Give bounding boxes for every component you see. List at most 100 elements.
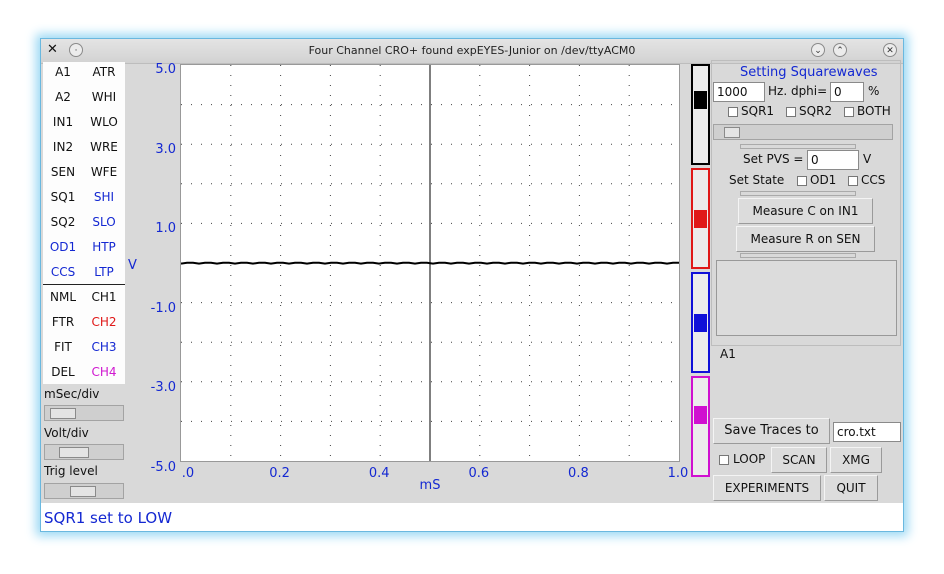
right-panel-frame xyxy=(711,60,901,346)
maximize-icon[interactable]: ⌃ xyxy=(833,43,847,57)
grid-divider xyxy=(43,284,125,285)
ch2-selector[interactable] xyxy=(691,168,710,269)
left-button-ftr[interactable]: FTR xyxy=(51,315,75,329)
x-tick-label: 0.6 xyxy=(468,466,490,481)
oscilloscope-plot[interactable] xyxy=(180,64,680,462)
result-text-area[interactable] xyxy=(716,260,897,336)
left-button-atr[interactable]: ATR xyxy=(92,65,116,79)
loop-label: LOOP xyxy=(733,452,766,466)
left-button-ltp[interactable]: LTP xyxy=(94,265,114,279)
left-button-nml[interactable]: NML xyxy=(49,290,76,304)
ch1-trace xyxy=(181,261,679,265)
volt-label: Volt/div xyxy=(44,426,89,440)
window-title: Four Channel CRO+ found expEYES-Junior o… xyxy=(308,44,636,57)
y-tick-label: -3.0 xyxy=(150,380,176,395)
both-checkbox[interactable] xyxy=(844,107,854,117)
ch1-selector[interactable] xyxy=(691,64,710,165)
squarewave-heading: Setting Squarewaves xyxy=(740,65,878,80)
pvs-label: Set PVS = xyxy=(743,152,804,166)
trig-slider-knob[interactable] xyxy=(69,486,96,497)
ch3-selector-handle[interactable] xyxy=(694,313,707,332)
selected-item-label: A1 xyxy=(720,347,736,361)
od1-label: OD1 xyxy=(810,173,837,187)
left-button-del[interactable]: DEL xyxy=(51,365,75,379)
x-unit-label: mS xyxy=(419,478,441,493)
volt-slider-knob[interactable] xyxy=(58,447,89,458)
minimize-icon[interactable]: ⌄ xyxy=(811,43,825,57)
left-button-sq1[interactable]: SQ1 xyxy=(50,190,76,204)
left-button-fit[interactable]: FIT xyxy=(54,340,72,354)
ch3-selector[interactable] xyxy=(691,272,710,373)
freq-unit-label: Hz. dphi= xyxy=(768,84,828,98)
separator xyxy=(740,253,856,258)
dphi-input[interactable]: 0 xyxy=(830,82,864,102)
save-traces-button[interactable]: Save Traces to xyxy=(713,418,830,444)
left-button-ch2[interactable]: CH2 xyxy=(91,315,117,329)
measure-c-button[interactable]: Measure C on IN1 xyxy=(738,198,873,224)
y-tick-label: 3.0 xyxy=(155,141,176,157)
x-tick-label: 0.4 xyxy=(368,466,390,481)
left-button-sen[interactable]: SEN xyxy=(50,165,76,179)
ch4-selector[interactable] xyxy=(691,376,710,477)
quit-button[interactable]: QUIT xyxy=(824,475,878,501)
x-tick-label: 0.8 xyxy=(568,466,589,481)
left-button-grid xyxy=(43,62,125,384)
left-button-a1[interactable]: A1 xyxy=(55,65,71,79)
loop-checkbox[interactable] xyxy=(719,455,729,465)
left-button-whi[interactable]: WHI xyxy=(91,90,117,104)
left-button-wlo[interactable]: WLO xyxy=(90,115,118,129)
pvs-input[interactable]: 0 xyxy=(807,150,859,170)
left-button-wfe[interactable]: WFE xyxy=(90,165,118,179)
app-icon[interactable]: ✕ xyxy=(47,42,58,57)
frequency-input[interactable]: 1000 xyxy=(713,82,765,102)
left-button-ch1[interactable]: CH1 xyxy=(91,290,117,304)
ch1-selector-handle[interactable] xyxy=(694,90,707,109)
left-button-slo[interactable]: SLO xyxy=(92,215,116,229)
both-label: BOTH xyxy=(857,104,891,118)
volt-slider[interactable] xyxy=(44,444,124,460)
y-tick-label: -5.0 xyxy=(150,459,176,475)
y-tick-label: 5.0 xyxy=(155,62,176,77)
left-button-ccs[interactable]: CCS xyxy=(50,265,76,279)
left-button-ch4[interactable]: CH4 xyxy=(91,365,117,379)
x-tick-label: .0 xyxy=(181,466,195,481)
y-tick-label: -1.0 xyxy=(150,300,176,316)
dphi-unit-label: % xyxy=(868,84,880,98)
sqr2-label: SQR2 xyxy=(799,104,833,118)
x-tick-label: 0.2 xyxy=(269,466,290,481)
left-button-htp[interactable]: HTP xyxy=(92,240,116,254)
y-unit-label: V xyxy=(128,258,137,273)
close-icon[interactable]: ✕ xyxy=(883,43,897,57)
ch2-selector-handle[interactable] xyxy=(694,209,707,228)
ch4-selector-handle[interactable] xyxy=(694,405,707,424)
plot-svg xyxy=(181,65,679,461)
msec-slider[interactable] xyxy=(44,405,124,421)
sqr2-checkbox[interactable] xyxy=(786,107,796,117)
menu-icon[interactable]: · xyxy=(69,43,83,57)
xmg-button[interactable]: XMG xyxy=(830,447,882,473)
frequency-slider[interactable] xyxy=(713,124,893,140)
ccs-label: CCS xyxy=(861,173,886,187)
ccs-checkbox[interactable] xyxy=(848,176,858,186)
sqr1-checkbox[interactable] xyxy=(728,107,738,117)
scan-button[interactable]: SCAN xyxy=(771,447,827,473)
left-button-a2[interactable]: A2 xyxy=(55,90,71,104)
left-button-in1[interactable]: IN1 xyxy=(52,115,74,129)
left-button-shi[interactable]: SHI xyxy=(93,190,115,204)
left-button-wre[interactable]: WRE xyxy=(90,140,118,154)
od1-checkbox[interactable] xyxy=(797,176,807,186)
separator xyxy=(740,191,856,196)
frequency-slider-knob[interactable] xyxy=(724,127,740,138)
experiments-button[interactable]: EXPERIMENTS xyxy=(713,475,821,501)
left-button-in2[interactable]: IN2 xyxy=(52,140,74,154)
separator xyxy=(740,144,856,149)
x-tick-label: 1.0 xyxy=(667,466,689,481)
measure-r-button[interactable]: Measure R on SEN xyxy=(736,226,875,252)
msec-slider-knob[interactable] xyxy=(49,408,76,419)
trig-slider[interactable] xyxy=(44,483,124,499)
filename-input[interactable]: cro.txt xyxy=(833,422,901,442)
left-button-ch3[interactable]: CH3 xyxy=(91,340,117,354)
left-button-od1[interactable]: OD1 xyxy=(49,240,77,254)
msec-label: mSec/div xyxy=(44,387,100,401)
left-button-sq2[interactable]: SQ2 xyxy=(50,215,76,229)
